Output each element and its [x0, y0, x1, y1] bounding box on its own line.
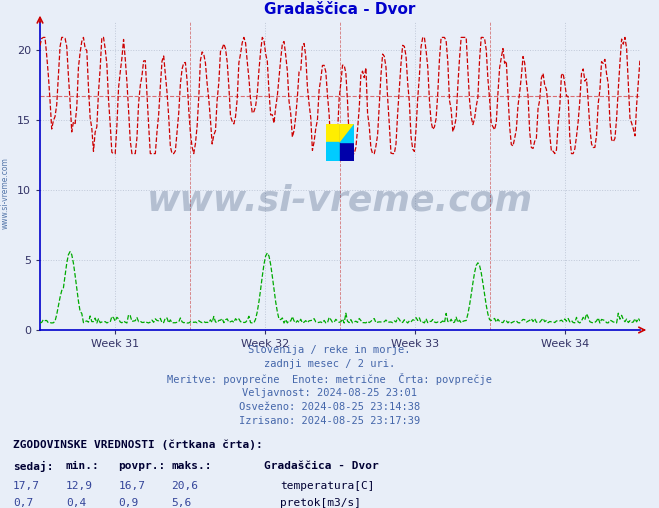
Text: ZGODOVINSKE VREDNOSTI (črtkana črta):: ZGODOVINSKE VREDNOSTI (črtkana črta):: [13, 440, 263, 451]
Text: maks.:: maks.:: [171, 461, 212, 471]
Title: Gradaščica - Dvor: Gradaščica - Dvor: [264, 2, 416, 17]
Polygon shape: [340, 124, 355, 142]
Text: Izrisano: 2024-08-25 23:17:39: Izrisano: 2024-08-25 23:17:39: [239, 416, 420, 426]
Text: Osveženo: 2024-08-25 23:14:38: Osveženo: 2024-08-25 23:14:38: [239, 402, 420, 412]
Text: Veljavnost: 2024-08-25 23:01: Veljavnost: 2024-08-25 23:01: [242, 388, 417, 398]
Text: povpr.:: povpr.:: [119, 461, 166, 471]
Text: 0,9: 0,9: [119, 498, 139, 508]
Text: 12,9: 12,9: [66, 481, 93, 491]
Text: 20,6: 20,6: [171, 481, 198, 491]
Bar: [326, 142, 340, 161]
Text: 0,4: 0,4: [66, 498, 86, 508]
Text: min.:: min.:: [66, 461, 100, 471]
Text: sedaj:: sedaj:: [13, 461, 53, 472]
Text: 5,6: 5,6: [171, 498, 192, 508]
Text: pretok[m3/s]: pretok[m3/s]: [280, 498, 361, 508]
Bar: [326, 124, 340, 142]
Bar: [340, 124, 355, 161]
Text: Meritve: povprečne  Enote: metrične  Črta: povprečje: Meritve: povprečne Enote: metrične Črta:…: [167, 373, 492, 386]
Text: 16,7: 16,7: [119, 481, 146, 491]
Text: Slovenija / reke in morje.: Slovenija / reke in morje.: [248, 345, 411, 355]
Text: Gradaščica - Dvor: Gradaščica - Dvor: [264, 461, 378, 471]
Polygon shape: [340, 124, 355, 142]
Text: temperatura[C]: temperatura[C]: [280, 481, 374, 491]
Text: 17,7: 17,7: [13, 481, 40, 491]
Text: www.si-vreme.com: www.si-vreme.com: [1, 157, 10, 229]
Text: 0,7: 0,7: [13, 498, 34, 508]
Text: www.si-vreme.com: www.si-vreme.com: [147, 183, 533, 217]
Text: zadnji mesec / 2 uri.: zadnji mesec / 2 uri.: [264, 359, 395, 369]
